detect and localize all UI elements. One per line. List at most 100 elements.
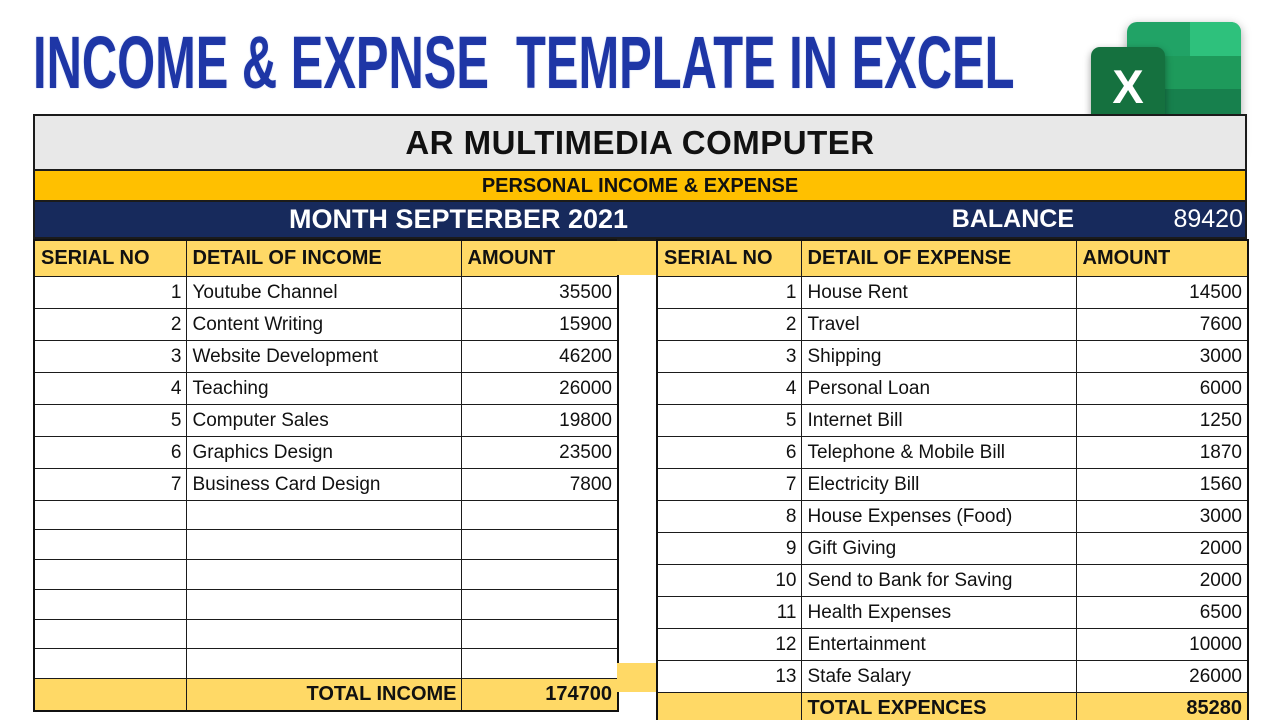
expense-col-detail: DETAIL OF EXPENSE <box>800 239 1077 277</box>
cell-detail: Teaching <box>185 371 462 405</box>
cell-detail <box>185 499 462 531</box>
cell-amount: 35500 <box>460 275 619 309</box>
cell-amount: 19800 <box>460 403 619 437</box>
subtitle-bar: PERSONAL INCOME & EXPENSE <box>33 171 1247 202</box>
cell-detail: Send to Bank for Saving <box>800 563 1077 597</box>
cell-amount: 1560 <box>1075 467 1249 501</box>
cell-serial <box>33 529 187 561</box>
table-row: 13 Stafe Salary 26000 <box>656 659 1249 693</box>
excel-x-icon: X <box>1091 47 1165 125</box>
cell-detail: Youtube Channel <box>185 275 462 309</box>
cell-serial: 4 <box>33 371 187 405</box>
cell-serial: 12 <box>656 627 802 661</box>
table-row: 7 Electricity Bill 1560 <box>656 467 1249 501</box>
income-table: SERIAL NO DETAIL OF INCOME AMOUNT 1 Youtu… <box>33 239 619 713</box>
table-row: 6 Telephone & Mobile Bill 1870 <box>656 435 1249 469</box>
cell-serial: 13 <box>656 659 802 693</box>
cell-detail: Business Card Design <box>185 467 462 501</box>
cell-detail: Personal Loan <box>800 371 1077 405</box>
cell-detail: Gift Giving <box>800 531 1077 565</box>
expense-table: SERIAL NO DETAIL OF EXPENSE AMOUNT 1 Hous… <box>656 239 1249 720</box>
cell-serial: 6 <box>33 435 187 469</box>
expense-total-spacer <box>656 691 802 720</box>
cell-amount <box>460 529 619 561</box>
cell-detail <box>185 618 462 650</box>
cell-detail: Graphics Design <box>185 435 462 469</box>
table-row: 11 Health Expenses 6500 <box>656 595 1249 629</box>
cell-detail <box>185 588 462 620</box>
cell-amount <box>460 648 619 680</box>
cell-serial <box>33 618 187 650</box>
cell-detail: Health Expenses <box>800 595 1077 629</box>
table-row: 3 Website Development 46200 <box>33 339 619 373</box>
income-total-spacer <box>33 678 187 712</box>
table-row: 7 Business Card Design 7800 <box>33 467 619 501</box>
cell-serial: 11 <box>656 595 802 629</box>
cell-serial: 2 <box>33 307 187 341</box>
table-row <box>33 648 619 680</box>
month-label: MONTH SEPTERBER 2021 <box>288 204 629 234</box>
cell-detail: Shipping <box>800 339 1077 373</box>
cell-serial: 1 <box>33 275 187 309</box>
cell-amount: 7600 <box>1075 307 1249 341</box>
table-row: 3 Shipping 3000 <box>656 339 1249 373</box>
cell-serial: 3 <box>656 339 802 373</box>
income-total-label: TOTAL INCOME <box>185 678 462 712</box>
cell-detail: Computer Sales <box>185 403 462 437</box>
table-row: 1 House Rent 14500 <box>656 275 1249 309</box>
income-header-row: SERIAL NO DETAIL OF INCOME AMOUNT <box>33 239 619 277</box>
cell-detail <box>185 529 462 561</box>
cell-detail: Travel <box>800 307 1077 341</box>
gutter-total-cell <box>617 663 656 692</box>
table-row: 2 Travel 7600 <box>656 307 1249 341</box>
cell-amount <box>460 499 619 531</box>
month-balance-bar: MONTH SEPTERBER 2021 BALANCE 89420 <box>33 202 1247 239</box>
cell-serial: 6 <box>656 435 802 469</box>
cell-amount <box>460 588 619 620</box>
cell-amount: 3000 <box>1075 499 1249 533</box>
cell-detail: Telephone & Mobile Bill <box>800 435 1077 469</box>
cell-amount: 15900 <box>460 307 619 341</box>
cell-detail: Stafe Salary <box>800 659 1077 693</box>
cell-serial: 5 <box>33 403 187 437</box>
cell-amount: 1250 <box>1075 403 1249 437</box>
table-row: 8 House Expenses (Food) 3000 <box>656 499 1249 533</box>
gutter-header-cell <box>617 239 656 275</box>
cell-serial: 2 <box>656 307 802 341</box>
cell-detail: House Rent <box>800 275 1077 309</box>
cell-amount: 1870 <box>1075 435 1249 469</box>
table-row: 4 Teaching 26000 <box>33 371 619 405</box>
cell-serial: 8 <box>656 499 802 533</box>
cell-amount: 14500 <box>1075 275 1249 309</box>
cell-amount: 2000 <box>1075 531 1249 565</box>
table-row <box>33 588 619 620</box>
table-row: 6 Graphics Design 23500 <box>33 435 619 469</box>
cell-serial: 7 <box>656 467 802 501</box>
expense-col-amount: AMOUNT <box>1075 239 1249 277</box>
income-col-detail: DETAIL OF INCOME <box>185 239 462 277</box>
cell-serial: 4 <box>656 371 802 405</box>
table-row: 2 Content Writing 15900 <box>33 307 619 341</box>
cell-detail: Website Development <box>185 339 462 373</box>
cell-detail <box>185 559 462 590</box>
cell-amount: 6000 <box>1075 371 1249 405</box>
cell-amount: 26000 <box>460 371 619 405</box>
cell-detail: House Expenses (Food) <box>800 499 1077 533</box>
table-row <box>33 529 619 561</box>
expense-total-row: TOTAL EXPENCES 85280 <box>656 691 1249 720</box>
table-row: 1 Youtube Channel 35500 <box>33 275 619 309</box>
cell-detail: Entertainment <box>800 627 1077 661</box>
table-row <box>33 618 619 650</box>
table-row <box>33 559 619 590</box>
page-title: INCOME & EXPNSE TEMPLATE IN EXCEL <box>33 21 1015 104</box>
balance-value: 89420 <box>1173 205 1243 233</box>
expense-total-value: 85280 <box>1075 691 1249 720</box>
cell-serial <box>33 499 187 531</box>
table-row <box>33 499 619 531</box>
table-row: 12 Entertainment 10000 <box>656 627 1249 661</box>
income-col-amount: AMOUNT <box>460 239 619 277</box>
cell-serial <box>33 559 187 590</box>
cell-detail: Content Writing <box>185 307 462 341</box>
balance-label: BALANCE <box>951 205 1074 233</box>
